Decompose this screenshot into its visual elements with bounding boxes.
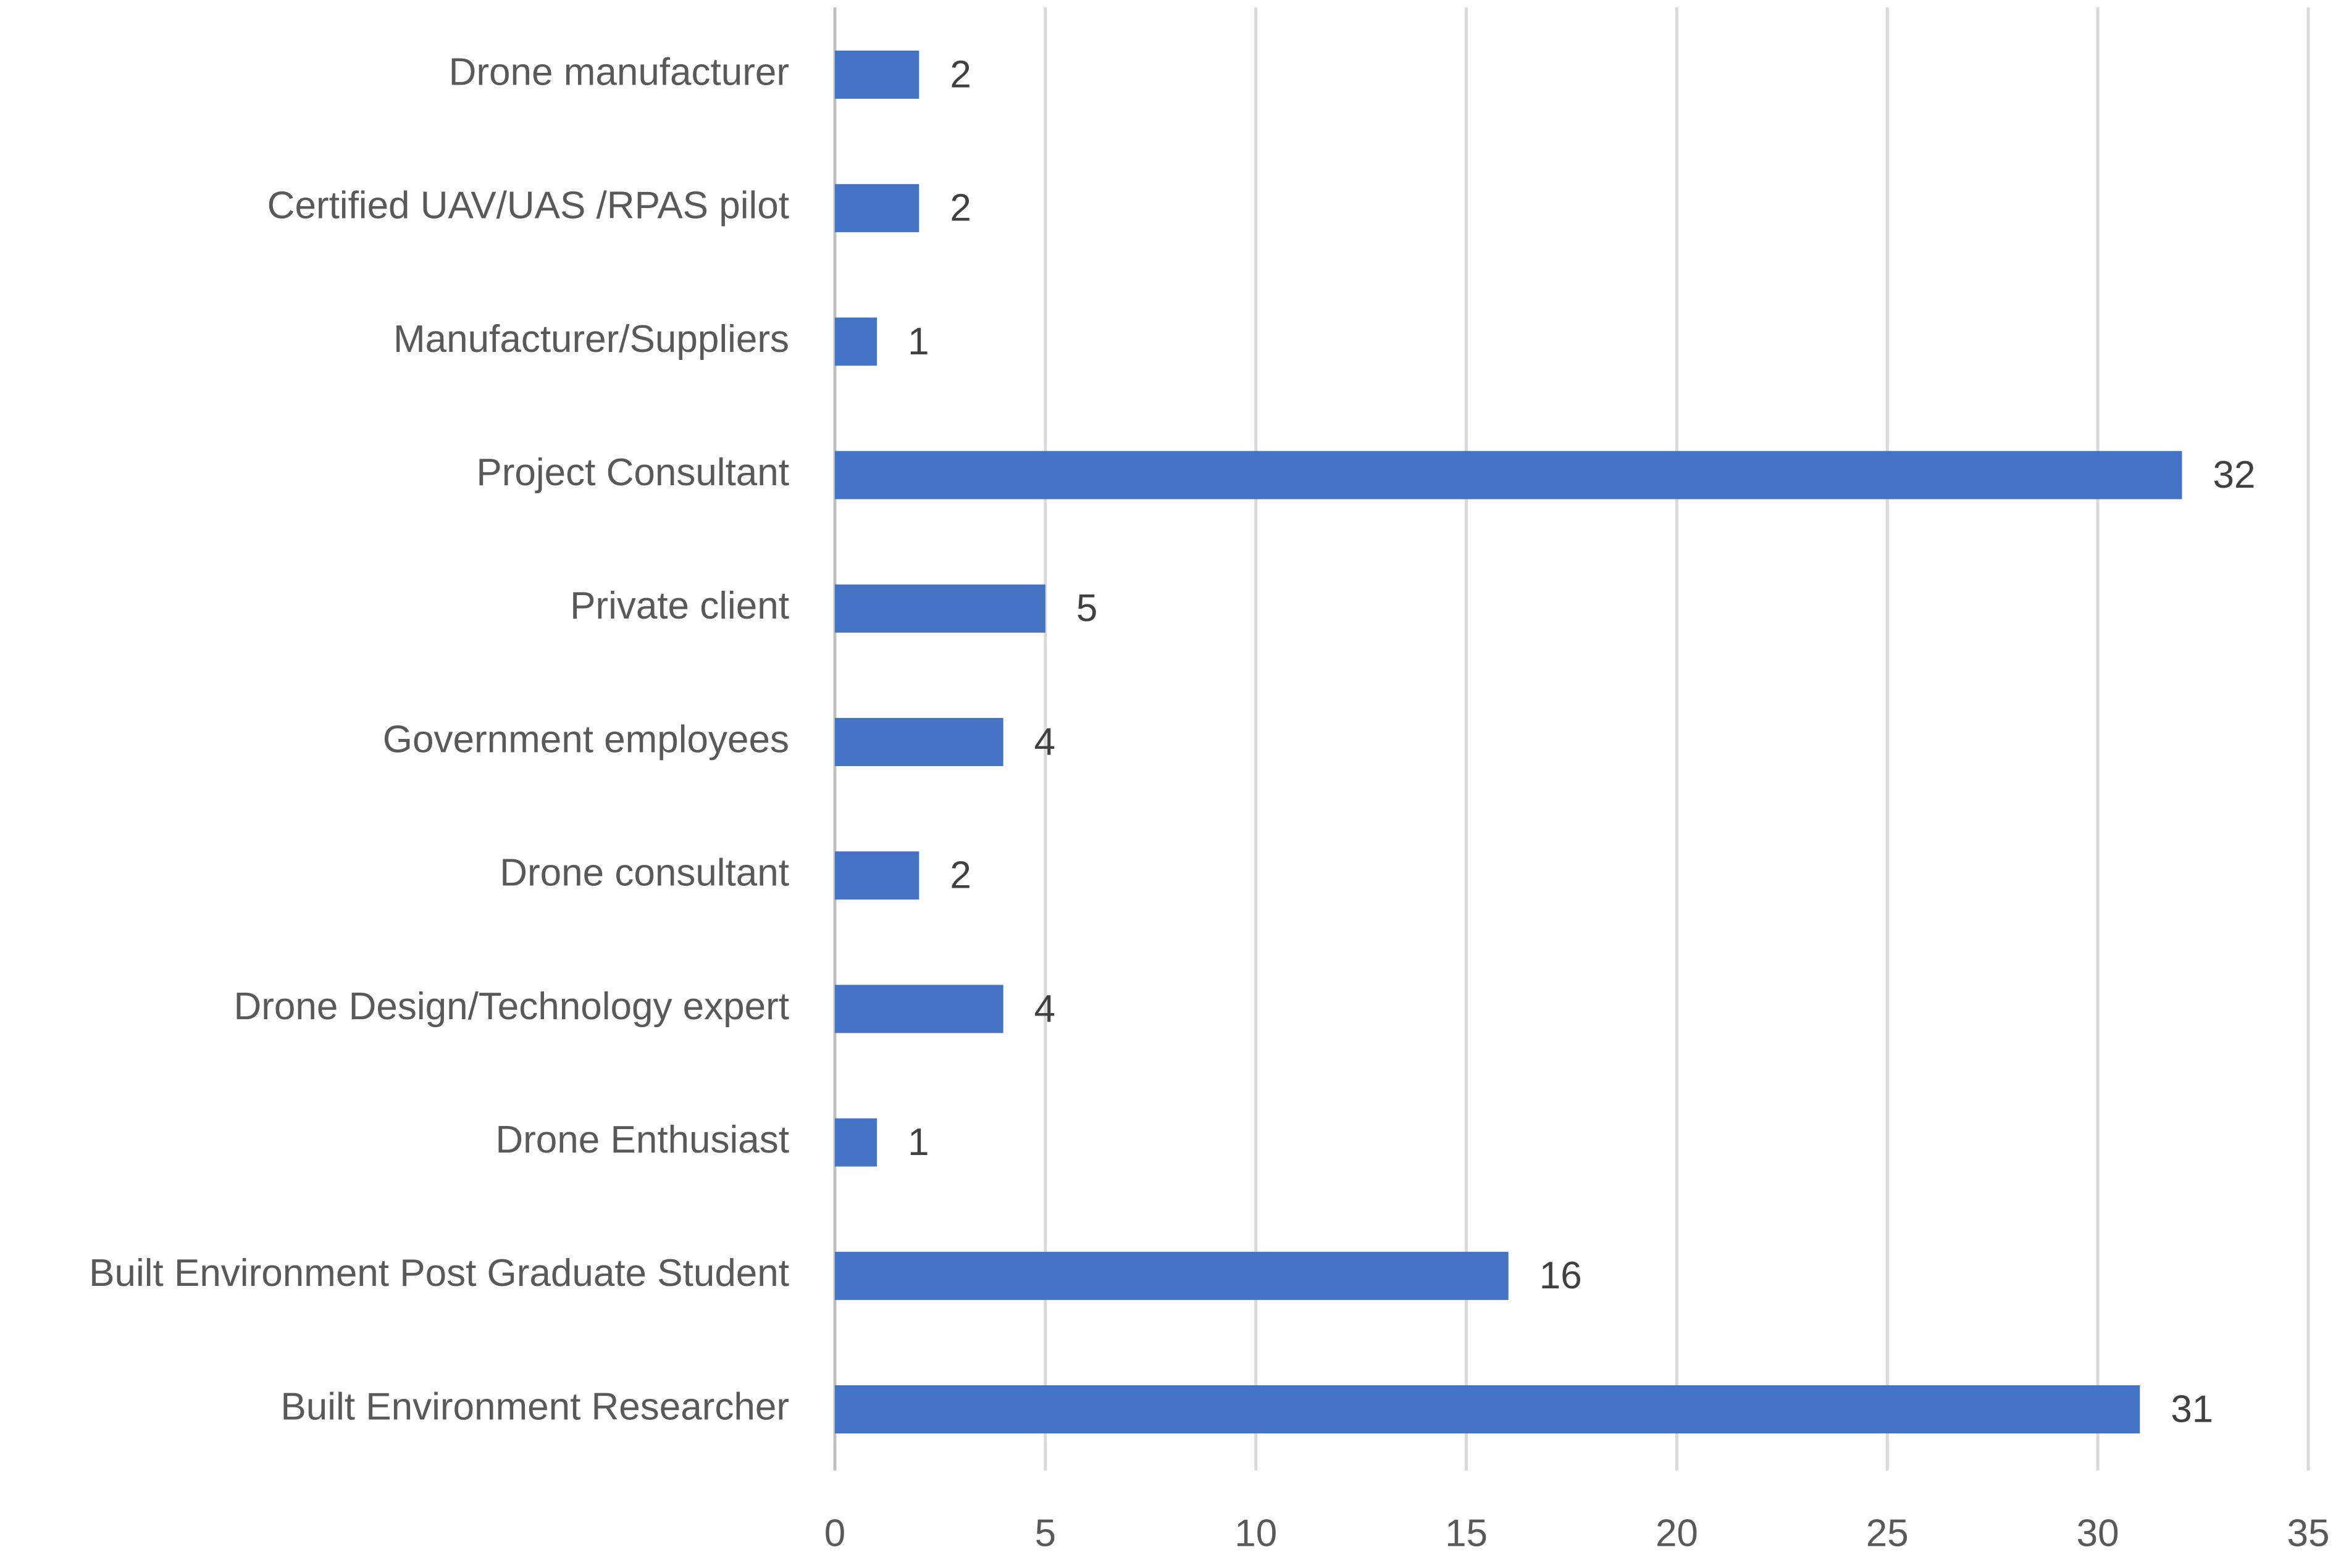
bar [835,51,919,99]
y-tick-label: Project Consultant [476,451,789,494]
data-label: 1 [908,1121,929,1164]
y-tick-label: Built Environment Researcher [280,1385,789,1428]
x-tick-label: 15 [1445,1512,1488,1554]
bar [835,184,919,233]
bar [835,584,1045,633]
data-label: 2 [950,187,971,230]
x-tick-label: 0 [824,1512,845,1554]
x-tick-label: 10 [1234,1512,1277,1554]
data-label: 32 [2213,454,2255,496]
data-label: 4 [1034,988,1055,1030]
bar [835,851,919,900]
x-tick-label: 35 [2287,1512,2330,1554]
bar [835,1385,2140,1433]
data-label: 16 [1539,1254,1582,1297]
x-tick-label: 5 [1035,1512,1056,1554]
y-tick-label: Drone consultant [500,852,789,895]
bar [835,1251,1509,1300]
x-tick-label: 30 [2077,1512,2119,1554]
data-label: 1 [908,320,929,363]
data-label: 2 [950,854,971,897]
bar [835,985,1003,1033]
x-tick-label: 20 [1656,1512,1698,1554]
y-tick-label: Manufacturer/Suppliers [393,318,789,361]
y-tick-label: Drone Enthusiast [495,1119,789,1161]
data-label: 2 [950,53,971,96]
y-tick-label: Government employees [383,718,789,761]
data-label: 4 [1034,720,1055,763]
y-tick-label: Private client [570,585,789,627]
y-tick-label: Built Environment Post Graduate Student [89,1252,789,1295]
bar [835,451,2182,499]
x-tick-label: 25 [1866,1512,1909,1554]
bar [835,1118,877,1167]
y-tick-label: Drone Design/Technology expert [233,985,789,1028]
data-label: 31 [2171,1388,2213,1430]
data-label: 5 [1076,587,1097,630]
y-tick-label: Drone manufacturer [449,51,789,93]
bar [835,317,877,366]
y-tick-label: Certified UAV/UAS /RPAS pilot [267,185,789,227]
bar [835,718,1003,766]
